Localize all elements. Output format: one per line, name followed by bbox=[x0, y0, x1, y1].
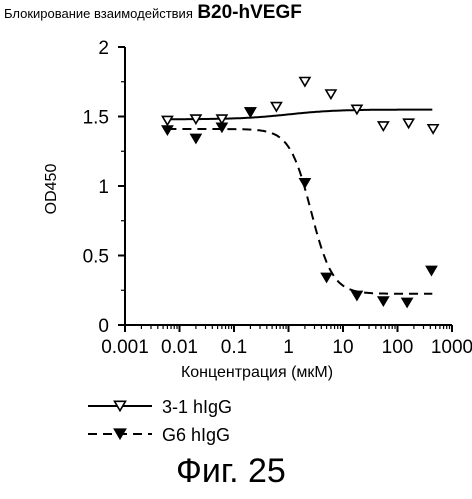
point-g6-higg bbox=[216, 123, 227, 132]
point-g6-higg bbox=[190, 134, 201, 143]
fit-curve-g6-higg bbox=[167, 129, 432, 294]
point-g6-higg bbox=[426, 266, 437, 275]
axes: 0.001 0.01 0.1 1 10 100 1000 0 0.5 1 1.5 2 bbox=[83, 38, 472, 358]
x-tick-label: 0.1 bbox=[221, 337, 247, 358]
y-tick-label: 1.5 bbox=[83, 108, 109, 129]
legend: 3-1 hIgG G6 hIgG bbox=[88, 397, 232, 445]
point-3-1-higg bbox=[378, 122, 388, 130]
point-g6-higg bbox=[351, 291, 362, 300]
y-tick-label: 1 bbox=[98, 177, 109, 198]
fit-curve-3-1-higg bbox=[167, 110, 432, 120]
y-tick-label: 2 bbox=[98, 38, 109, 59]
x-axis-label: Концентрация (мкМ) bbox=[181, 364, 333, 381]
x-tick-label: 1 bbox=[283, 337, 294, 358]
figure-caption: Фиг. 25 bbox=[176, 452, 286, 491]
y-tick-label: 0 bbox=[98, 316, 109, 337]
x-tick-label: 100 bbox=[382, 337, 414, 358]
fit-curves bbox=[167, 110, 432, 294]
legend-label-3-1-higg: 3-1 hIgG bbox=[162, 397, 232, 417]
point-g6-higg bbox=[299, 179, 310, 188]
point-g6-higg bbox=[321, 273, 332, 282]
legend-label-g6-higg: G6 hIgG bbox=[162, 425, 230, 445]
point-3-1-higg bbox=[271, 103, 281, 112]
x-tick-label: 0.01 bbox=[161, 337, 198, 358]
point-3-1-higg bbox=[162, 116, 172, 125]
y-axis-label: OD450 bbox=[43, 164, 60, 215]
point-g6-higg bbox=[402, 298, 413, 307]
x-tick-label: 10 bbox=[332, 337, 353, 358]
x-tick-label: 1000 bbox=[431, 337, 472, 358]
point-3-1-higg bbox=[326, 90, 336, 99]
x-tick-label: 0.001 bbox=[101, 337, 149, 358]
data-points bbox=[162, 78, 438, 308]
point-g6-higg bbox=[245, 108, 256, 117]
point-3-1-higg bbox=[428, 125, 438, 133]
point-3-1-higg bbox=[404, 119, 414, 128]
point-g6-higg bbox=[162, 126, 173, 135]
point-3-1-higg bbox=[300, 78, 310, 87]
point-g6-higg bbox=[378, 297, 389, 306]
y-tick-label: 0.5 bbox=[83, 247, 109, 268]
